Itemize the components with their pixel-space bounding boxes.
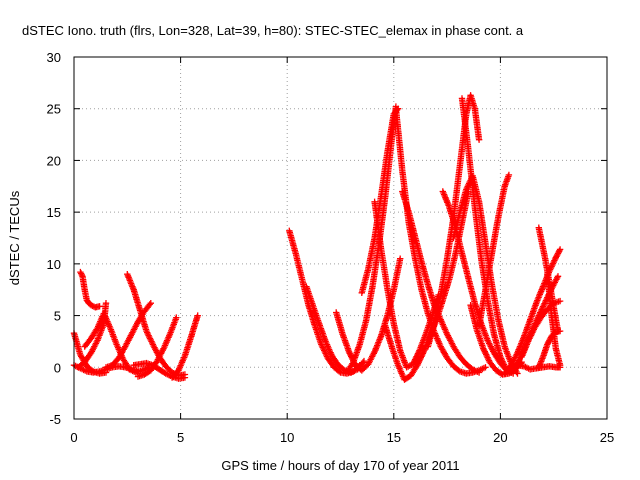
data-point	[87, 302, 95, 309]
data-point	[360, 357, 368, 365]
series-14	[343, 103, 400, 376]
x-tick-label: 0	[70, 430, 77, 445]
data-point	[482, 350, 489, 357]
series-28	[518, 297, 564, 361]
plot-frame	[73, 56, 608, 420]
data-point	[514, 370, 521, 377]
data-point	[77, 268, 84, 276]
series-6	[102, 300, 154, 371]
series-25	[501, 246, 564, 377]
chart-title: dSTEC Iono. truth (flrs, Lon=328, Lat=39…	[22, 23, 524, 38]
series-10	[286, 227, 363, 377]
y-axis-ticks: -5 0 5 10 15 20 25 30	[47, 50, 607, 427]
data-point	[102, 300, 110, 307]
x-tick-label: 25	[600, 430, 614, 445]
data-point	[551, 255, 559, 263]
y-tick-label: 15	[47, 205, 61, 220]
x-tick-label: 5	[177, 430, 184, 445]
data-point	[475, 369, 483, 376]
series-4	[75, 300, 110, 371]
x-tick-label: 10	[280, 430, 294, 445]
y-axis-label: dSTEC / TECUs	[7, 190, 22, 285]
data-point	[556, 327, 564, 335]
x-axis-label: GPS time / hours of day 170 of year 2011	[221, 458, 459, 473]
data-points	[70, 92, 564, 383]
series-9	[168, 312, 201, 381]
data-point	[556, 297, 564, 305]
y-tick-label: 5	[54, 309, 61, 324]
data-point	[78, 271, 85, 279]
data-point	[181, 374, 189, 381]
data-point	[96, 303, 103, 310]
data-point	[505, 171, 513, 179]
y-tick-label: -5	[49, 412, 61, 427]
data-point	[554, 273, 562, 280]
data-point	[544, 340, 552, 347]
x-tick-label: 15	[387, 430, 401, 445]
data-point	[417, 354, 424, 361]
series-30	[507, 362, 564, 373]
y-tick-label: 25	[47, 102, 61, 117]
series-24	[475, 171, 513, 330]
data-point	[146, 301, 153, 308]
data-point	[147, 300, 154, 307]
series-11	[303, 283, 368, 376]
x-tick-label: 20	[493, 430, 507, 445]
data-point	[397, 255, 404, 262]
y-tick-label: 10	[47, 257, 61, 272]
series-8	[134, 314, 180, 380]
y-tick-label: 0	[54, 360, 61, 375]
x-axis-ticks: 0 5 10 15 20 25	[70, 57, 614, 445]
data-point	[194, 312, 201, 319]
data-point	[482, 364, 489, 371]
data-point	[554, 251, 561, 259]
data-point	[545, 338, 552, 345]
series-18	[399, 188, 483, 376]
data-point	[77, 270, 85, 277]
data-point	[556, 246, 564, 253]
data-point	[89, 302, 96, 310]
data-point	[475, 136, 483, 143]
data-point	[556, 247, 563, 254]
data-point	[173, 314, 180, 321]
series-31	[544, 271, 564, 369]
series-15	[392, 105, 489, 377]
y-tick-label: 20	[47, 153, 61, 168]
y-tick-label: 30	[47, 50, 61, 65]
data-point	[556, 362, 564, 369]
series-2	[77, 268, 103, 311]
data-point	[359, 359, 367, 366]
